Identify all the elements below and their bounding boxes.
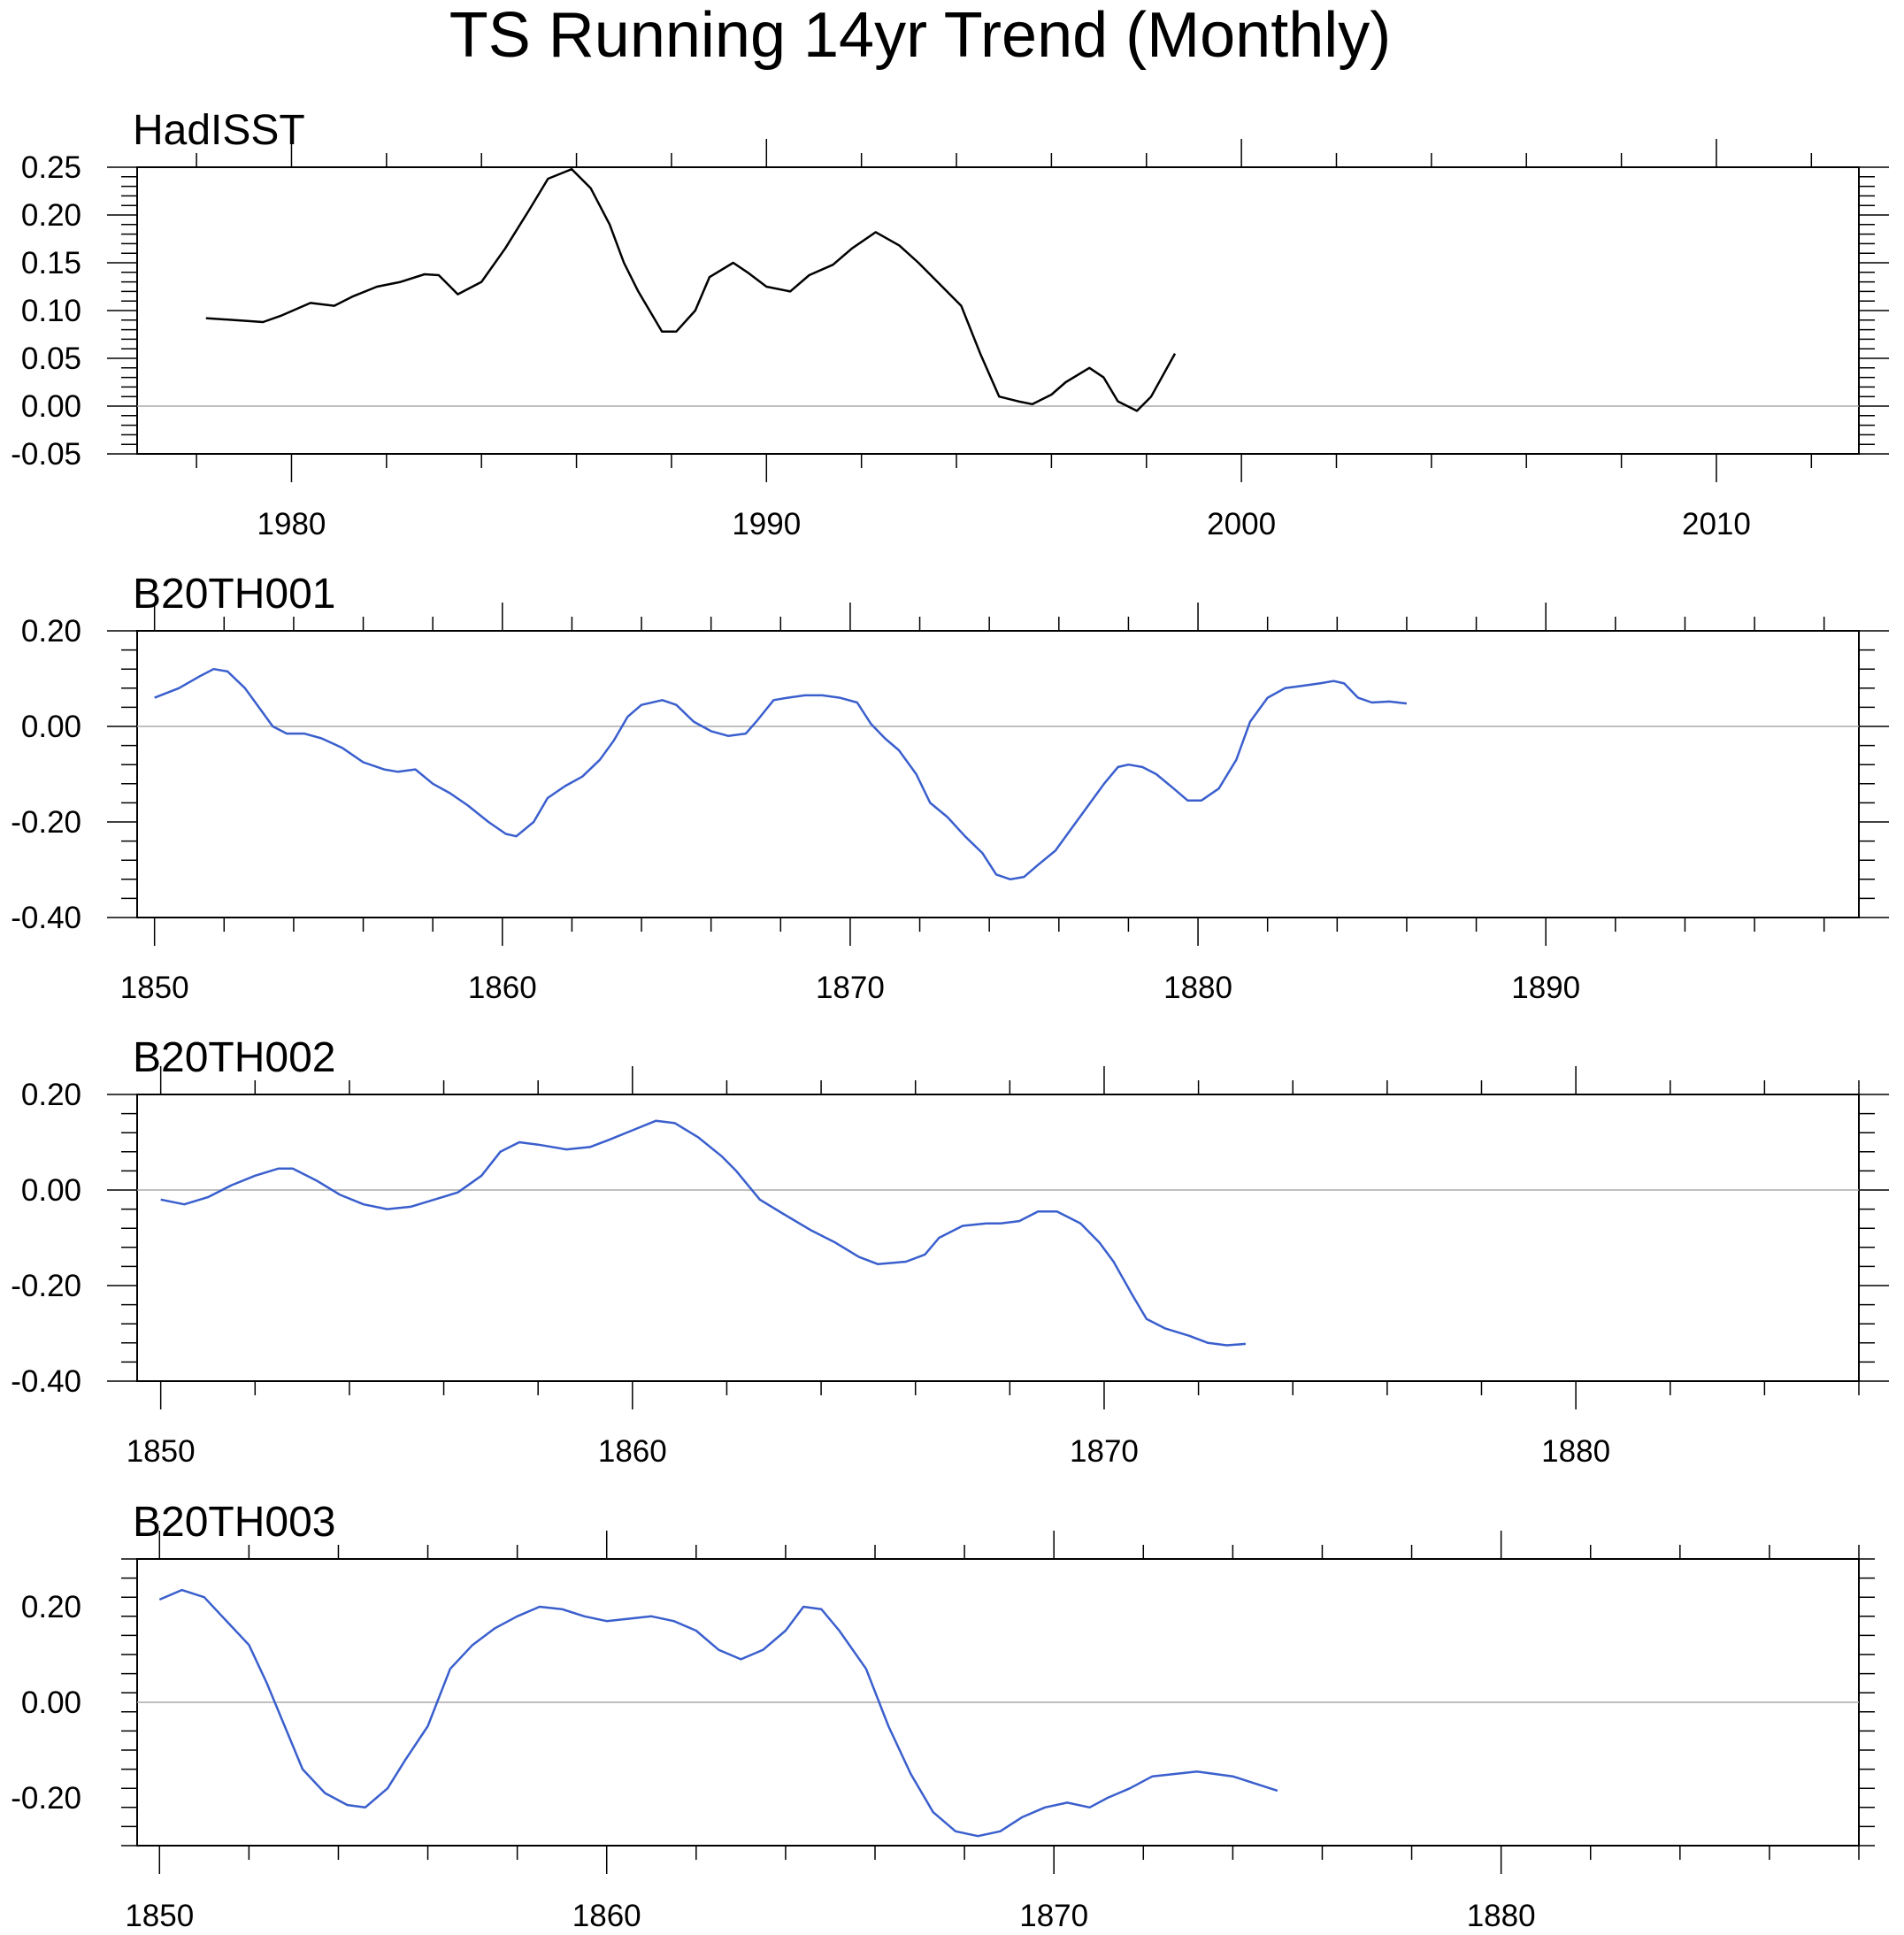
x-tick-label: 1880 [1467,1899,1536,1933]
panel-b20th001: B20TH001 1850 1860 1870 1880 1890 0.20 0.00 -0.2… [11,571,1889,1005]
x-tick-label: 1890 [1511,971,1580,1005]
y-tick-label: -0.40 [11,1364,81,1399]
x-tick-label: 1860 [468,971,537,1005]
x-tick-label: 1860 [598,1434,667,1469]
y-tick-label: -0.40 [11,901,81,935]
x-tick-label: 1880 [1541,1434,1610,1469]
y-tick-label: 0.20 [21,1078,81,1112]
x-tick-label: 1870 [1019,1899,1088,1933]
figure-title: TS Running 14yr Trend (Monthly) [449,0,1391,71]
y-tick-label: 0.00 [21,1685,81,1720]
panel-b20th003: B20TH003 1850 1860 1870 1880 0.20 0.00 -0.20 [11,1499,1875,1933]
panels: HadISST 1980 1990 2000 2010 0.25 0.20 0.15 0.10 0… [11,107,1889,1933]
plot-frame [136,1094,1860,1382]
y-tick-label: 0.25 [21,150,81,185]
series-line [158,1588,1278,1838]
y-tick-label: 0.20 [21,1590,81,1624]
y-tick-label: 0.10 [21,294,81,328]
x-tick-label: 1870 [816,971,885,1005]
panel-title: B20TH001 [133,571,335,618]
x-tick-label: 1850 [127,1434,196,1469]
x-tick-label: 2010 [1682,507,1751,541]
x-tick-label: 1880 [1163,971,1232,1005]
series-line [160,1119,1246,1347]
y-tick-label: -0.20 [11,1781,81,1816]
x-tick-label: 2000 [1207,507,1276,541]
y-tick-label: 0.00 [21,1173,81,1208]
x-tick-label: 1990 [732,507,801,541]
x-tick-label: 1870 [1070,1434,1139,1469]
x-tick-label: 1850 [120,971,189,1005]
series-line [154,667,1408,881]
panel-hadisst: HadISST 1980 1990 2000 2010 0.25 0.20 0.15 0.10 0… [11,107,1889,541]
y-tick-label: 0.00 [21,710,81,744]
y-tick-label: -0.05 [11,437,81,472]
plot-frame [136,630,1860,918]
panel-title: HadISST [133,107,305,154]
y-tick-label: 0.00 [21,389,81,424]
y-tick-label: -0.20 [11,1269,81,1303]
x-tick-label: 1860 [572,1899,641,1933]
series-line [205,167,1177,412]
x-tick-label: 1980 [257,507,326,541]
y-tick-label: 0.15 [21,246,81,280]
y-tick-label: 0.05 [21,342,81,376]
y-tick-label: 0.20 [21,614,81,649]
panel-title: B20TH002 [133,1034,335,1081]
panel-b20th002: B20TH002 1850 1860 1870 1880 0.20 0.00 -0.20 -0.… [11,1034,1889,1469]
x-tick-label: 1850 [125,1899,194,1933]
plot-frame [136,166,1860,455]
panel-title: B20TH003 [133,1499,335,1546]
y-tick-label: 0.20 [21,198,81,233]
y-tick-label: -0.20 [11,805,81,840]
